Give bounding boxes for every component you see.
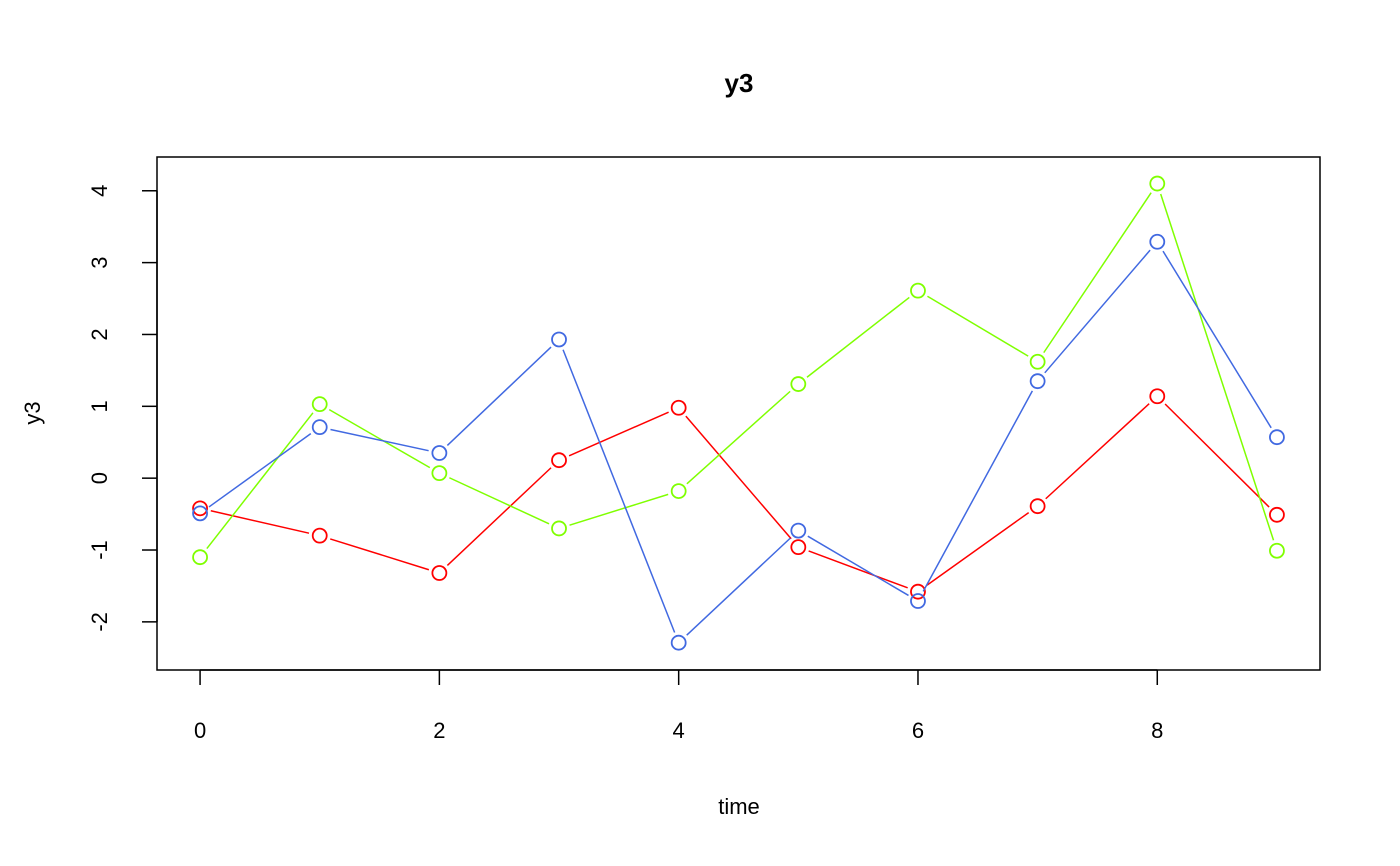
y-axis: -2 -1 0 1 2 3 4: [87, 185, 158, 632]
series-1-point: [192, 500, 208, 517]
series-1: [192, 388, 1285, 600]
series-3-segment: [446, 346, 552, 446]
x-axis: 0 2 4 6 8: [194, 669, 1163, 743]
y-axis-label: y3: [20, 401, 45, 424]
series-3-point: [192, 505, 208, 522]
series-3-segment: [562, 349, 676, 633]
series-2-point: [910, 282, 926, 299]
series-1-segment: [1164, 403, 1270, 508]
series-1-segment: [808, 550, 908, 589]
series-1-point: [551, 452, 567, 469]
series-3: [192, 233, 1285, 651]
series-1-point: [1029, 498, 1046, 515]
series-2-point: [790, 376, 807, 392]
series-2-point: [192, 549, 208, 566]
x-tick-label: 0: [194, 718, 206, 743]
series-3-point: [670, 634, 687, 651]
series-1-point: [1149, 388, 1166, 405]
series-3-point: [910, 593, 926, 609]
y-tick-label: 0: [87, 472, 112, 484]
series-1-segment: [926, 511, 1030, 586]
series-1-point: [1269, 506, 1285, 523]
y-tick-label: 1: [87, 400, 112, 412]
series-3-segment: [1162, 250, 1272, 429]
y-tick-label: -1: [87, 540, 112, 560]
series-3-segment: [807, 535, 909, 597]
series-2-point: [1149, 175, 1166, 192]
series-2-point: [431, 465, 448, 482]
series-layer: [192, 175, 1285, 651]
series-3-segment: [922, 390, 1034, 592]
series-3-point: [1149, 233, 1166, 250]
series-3-segment: [1044, 249, 1151, 374]
chart-title: y3: [725, 68, 754, 98]
series-1-segment: [330, 538, 430, 571]
series-2-point: [670, 483, 687, 499]
series-2-segment: [569, 493, 669, 526]
x-tick-label: 6: [912, 718, 924, 743]
series-3-point: [311, 419, 328, 436]
series-3-point: [431, 445, 448, 461]
x-tick-label: 4: [673, 718, 685, 743]
series-2-point: [551, 520, 567, 537]
series-3-segment: [208, 432, 312, 508]
series-1-segment: [446, 467, 552, 567]
series-1-point: [670, 399, 687, 416]
series-2-point: [1269, 542, 1285, 559]
series-1-point: [910, 583, 926, 600]
y-tick-label: 2: [87, 328, 112, 340]
series-2: [192, 175, 1285, 566]
plot-frame: [156, 156, 1321, 671]
series-3-point: [1269, 429, 1285, 446]
series-2-segment: [449, 477, 550, 525]
series-2-segment: [1159, 193, 1275, 541]
y-tick-label: 3: [87, 256, 112, 268]
series-1-segment: [1045, 403, 1150, 500]
series-3-point: [551, 331, 567, 348]
x-axis-label: time: [718, 794, 760, 819]
series-3-point: [1029, 373, 1046, 390]
series-1-segment: [210, 510, 310, 534]
series-3-segment: [330, 428, 429, 452]
series-2-segment: [1043, 192, 1152, 354]
series-1-point: [790, 539, 807, 556]
series-3-point: [790, 522, 807, 539]
series-2-point: [1029, 353, 1046, 370]
series-2-segment: [686, 390, 791, 485]
series-2-segment: [927, 295, 1029, 357]
series-3-segment: [686, 537, 791, 636]
y-tick-label: 4: [87, 185, 112, 197]
series-1-point: [311, 527, 328, 544]
series-1-segment: [685, 415, 792, 540]
x-tick-label: 8: [1151, 718, 1163, 743]
series-1-point: [431, 565, 448, 581]
series-2-segment: [206, 412, 314, 549]
series-2-point: [311, 396, 328, 413]
y-tick-label: -2: [87, 612, 112, 632]
x-tick-label: 2: [433, 718, 445, 743]
series-2-segment: [806, 296, 910, 378]
series-2-segment: [328, 409, 431, 469]
series-1-segment: [568, 411, 669, 457]
